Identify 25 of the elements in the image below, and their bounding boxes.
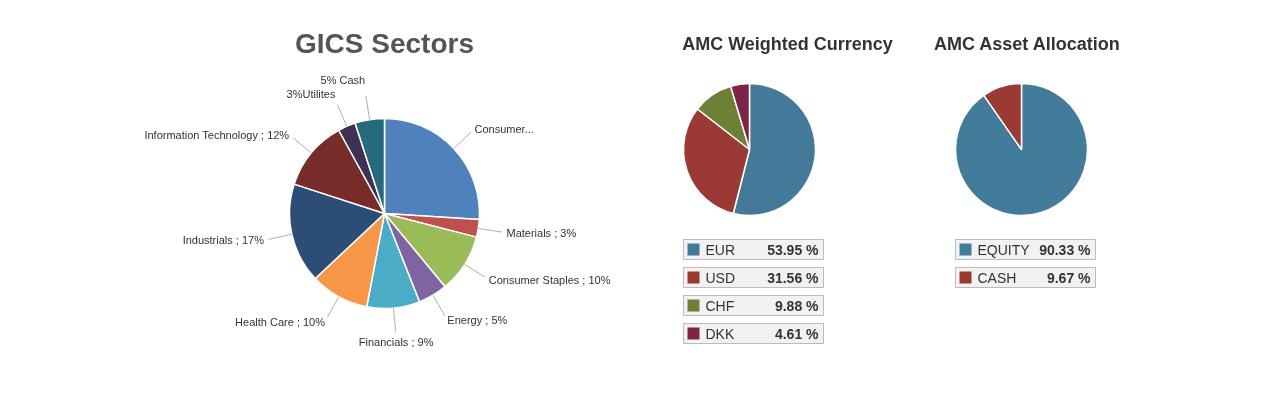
chart-title: AMC Weighted Currency [682, 33, 893, 54]
slice-label: Financials ; 9% [358, 336, 434, 349]
data-label: 53.95 % [767, 241, 820, 258]
legend-label: EQUITY [977, 241, 1031, 258]
data-label: 9.88 % [774, 297, 820, 314]
chart-title: AMC Asset Allocation [933, 33, 1120, 54]
slice-label: Consumer Staples ; 10% [488, 273, 611, 286]
legend-label: CASH [977, 269, 1017, 286]
slice-label: 5% Cash [320, 74, 366, 87]
data-label: 9.67 % [1046, 269, 1092, 286]
slice-label: Industrials ; 17% [182, 234, 265, 247]
legend-label: DKK [705, 325, 735, 342]
legend-label: EUR [705, 241, 736, 258]
data-label: 4.61 % [774, 325, 820, 342]
legend-label: CHF [705, 297, 735, 314]
chart-title: GICS Sectors [295, 28, 474, 59]
slice-label: Energy ; 5% [447, 313, 508, 326]
legend-label: USD [705, 269, 736, 286]
slice-label: 3%Utilites [286, 88, 336, 101]
slice-label: Consumer... [474, 122, 534, 135]
data-label: 90.33 % [1039, 241, 1092, 258]
slice-label: Health Care ; 10% [235, 315, 326, 328]
slice-label: Materials ; 3% [506, 226, 577, 239]
slice-label: Information Technology ; 12% [144, 128, 290, 141]
data-label: 31.56 % [767, 269, 820, 286]
